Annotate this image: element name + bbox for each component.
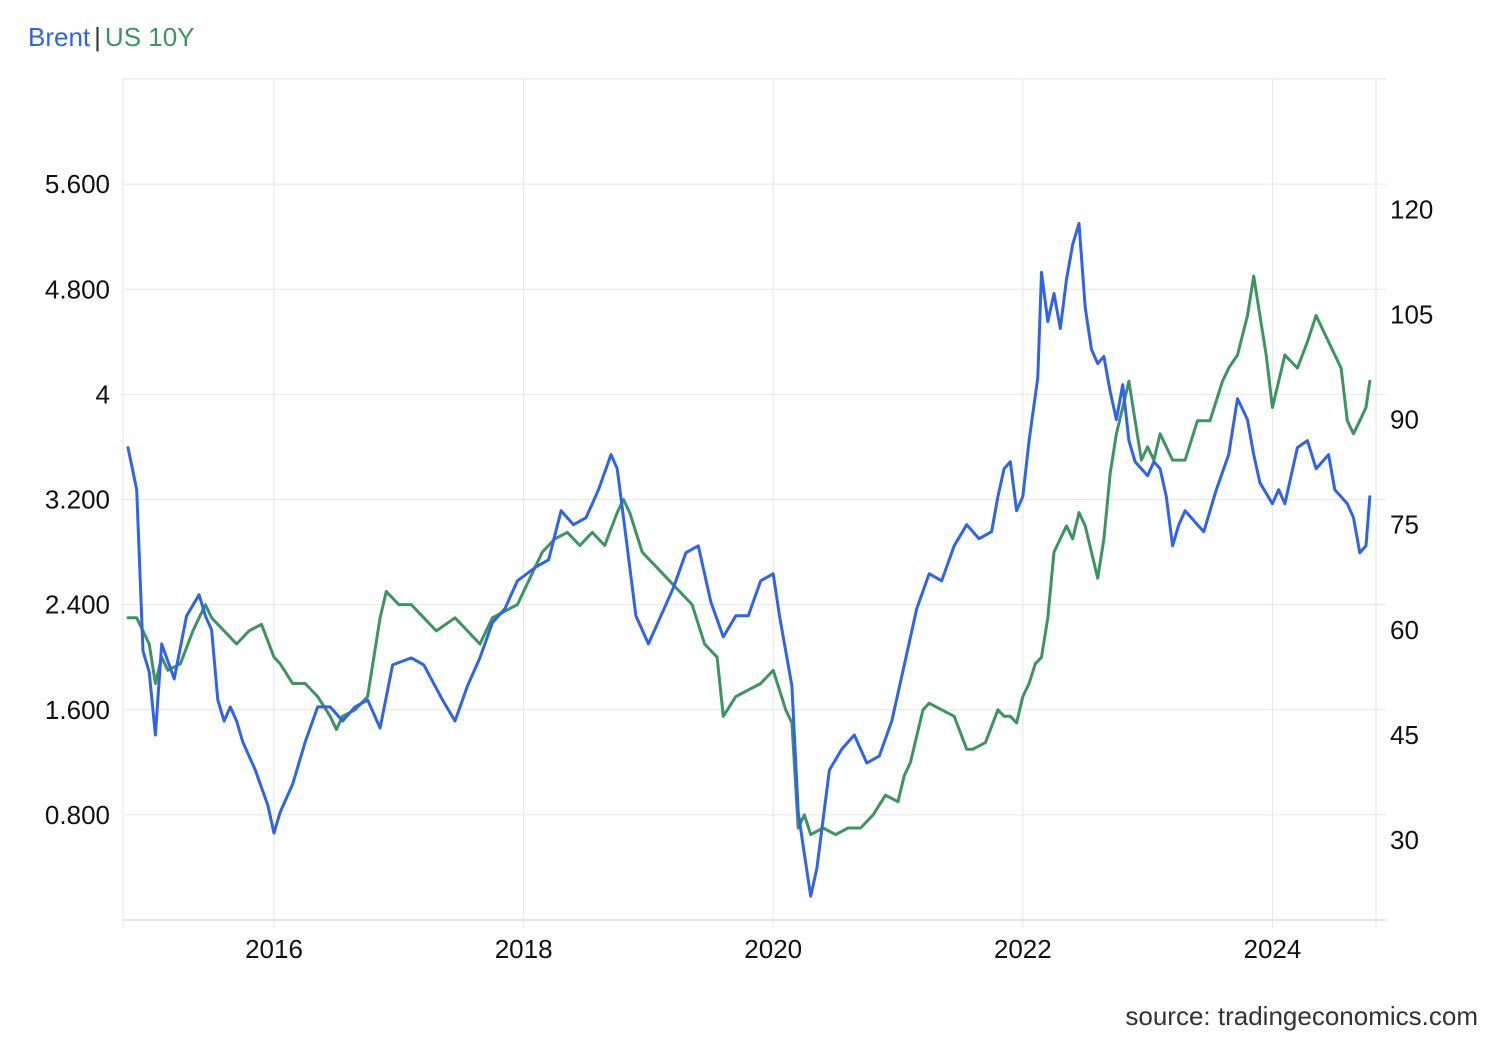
series-line-us10y xyxy=(126,274,1372,837)
y-right-tick-label: 105 xyxy=(1390,299,1433,329)
x-tick-label: 2022 xyxy=(994,934,1052,964)
y-left-tick-label: 3.200 xyxy=(45,485,110,515)
chart-legend: Brent | US 10Y xyxy=(28,22,195,53)
y-left-tick-label: 5.600 xyxy=(45,169,110,199)
legend-separator: | xyxy=(94,22,101,52)
source-credit: source: tradingeconomics.com xyxy=(1125,1001,1478,1031)
y-right-tick-label: 75 xyxy=(1390,510,1419,540)
x-tick-label: 2024 xyxy=(1243,934,1301,964)
y-right-tick-label: 90 xyxy=(1390,405,1419,435)
x-tick-label: 2020 xyxy=(744,934,802,964)
series-line-brent xyxy=(126,221,1372,898)
y-right-tick-label: 45 xyxy=(1390,720,1419,750)
y-left-tick-label: 1.600 xyxy=(45,695,110,725)
y-left-tick-label: 4.800 xyxy=(45,274,110,304)
y-right-tick-label: 30 xyxy=(1390,825,1419,855)
legend-item-us10y[interactable]: US 10Y xyxy=(104,22,195,52)
y-left-tick-label: 2.400 xyxy=(45,590,110,620)
y-right-tick-label: 120 xyxy=(1390,194,1433,224)
y-right-tick-label: 60 xyxy=(1390,615,1419,645)
y-left-tick-label: 4 xyxy=(96,379,110,409)
y-left-tick-label: 0.800 xyxy=(45,800,110,830)
x-tick-label: 2018 xyxy=(495,934,553,964)
legend-item-brent[interactable]: Brent xyxy=(28,22,91,52)
x-tick-label: 2016 xyxy=(245,934,303,964)
